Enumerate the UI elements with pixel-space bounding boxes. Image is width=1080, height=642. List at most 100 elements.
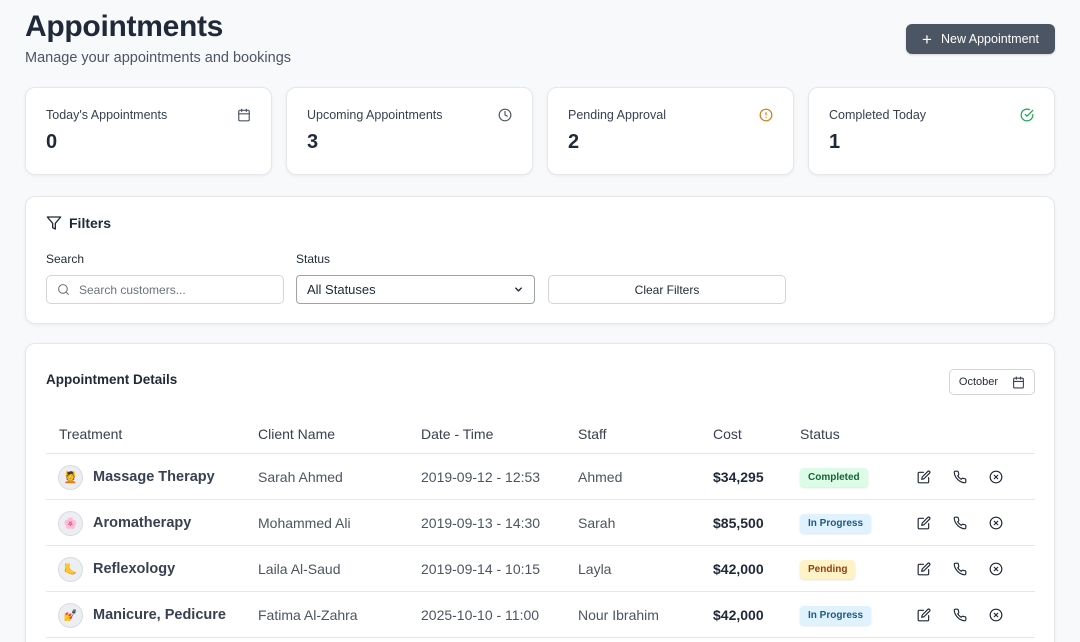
cost: $85,500 <box>713 515 764 531</box>
stat-label: Upcoming Appointments <box>307 108 443 122</box>
clock-icon <box>498 108 512 122</box>
month-label: October <box>958 376 999 388</box>
new-appointment-button[interactable]: + New Appointment <box>906 24 1055 54</box>
edit-icon[interactable] <box>917 516 931 530</box>
staff-name: Ahmed <box>578 469 623 485</box>
row-actions <box>917 500 1003 546</box>
staff-name: Layla <box>578 561 612 577</box>
stat-label: Today's Appointments <box>46 108 168 122</box>
chevron-down-icon <box>515 287 522 292</box>
treatment-avatar: 🌸 <box>58 510 83 536</box>
table-row[interactable]: 🦶 Reflexology Laila Al-Saud 2019-09-14 -… <box>46 546 1035 592</box>
treatment-name: Massage Therapy <box>93 469 215 485</box>
clear-filters-button[interactable]: Clear Filters <box>548 275 786 304</box>
month-picker-button[interactable]: October <box>949 369 1035 395</box>
status-badge: In Progress <box>800 513 872 533</box>
column-header-datetime: Date - Time <box>421 426 494 442</box>
table-row[interactable]: 💅 Manicure, Pedicure Fatima Al-Zahra 202… <box>46 592 1035 638</box>
phone-icon[interactable] <box>953 516 967 530</box>
status-cell: In Progress <box>800 592 872 638</box>
table-row[interactable]: 🌸 Aromatherapy Mohammed Ali 2019-09-13 -… <box>46 500 1035 546</box>
search-input[interactable] <box>79 282 259 297</box>
cost: $42,000 <box>713 561 764 577</box>
column-header-client: Client Name <box>258 426 336 442</box>
calendar-icon <box>1013 376 1024 388</box>
date-time: 2025-10-10 - 11:00 <box>421 607 540 623</box>
search-icon <box>58 284 69 295</box>
stat-label: Completed Today <box>829 108 927 122</box>
status-select-value: All Statuses <box>307 282 376 297</box>
cancel-circle-icon[interactable] <box>989 470 1003 484</box>
cancel-circle-icon[interactable] <box>989 608 1003 622</box>
treatment-avatar: 🦶 <box>58 556 83 582</box>
page-header: Appointments Manage your appointments an… <box>25 10 1055 70</box>
stat-card-today: Today's Appointments 0 <box>25 87 272 175</box>
table-row[interactable]: 💆 Massage Therapy Sarah Ahmed 2019-09-12… <box>46 454 1035 500</box>
cancel-circle-icon[interactable] <box>989 516 1003 530</box>
row-actions <box>917 592 1003 638</box>
stat-value: 0 <box>46 131 58 153</box>
filters-heading: Filters <box>46 215 111 231</box>
edit-icon[interactable] <box>917 562 931 576</box>
stat-value: 1 <box>829 131 841 153</box>
status-select[interactable]: All Statuses <box>296 275 535 304</box>
cost: $42,000 <box>713 607 764 623</box>
details-title: Appointment Details <box>46 372 178 387</box>
treatment-cell: 🌸 Aromatherapy <box>58 500 191 546</box>
row-actions <box>917 454 1003 500</box>
filters-title: Filters <box>69 215 112 231</box>
stat-value: 2 <box>568 131 580 153</box>
treatment-cell: 💆 Massage Therapy <box>58 454 215 500</box>
table-header-divider <box>46 453 1035 454</box>
treatment-avatar: 💆 <box>58 464 83 490</box>
stat-card-pending: Pending Approval 2 <box>547 87 794 175</box>
stat-card-completed: Completed Today 1 <box>808 87 1055 175</box>
treatment-name: Aromatherapy <box>93 515 192 531</box>
date-time: 2019-09-13 - 14:30 <box>421 515 541 531</box>
staff-name: Sarah <box>578 515 616 531</box>
plus-icon: + <box>922 29 932 49</box>
status-cell: Pending <box>800 546 856 592</box>
status-badge: In Progress <box>800 605 872 625</box>
page-subtitle: Manage your appointments and bookings <box>25 50 292 66</box>
stat-value: 3 <box>307 131 319 153</box>
edit-icon[interactable] <box>917 470 931 484</box>
treatment-cell: 💅 Manicure, Pedicure <box>58 592 226 638</box>
cost: $34,295 <box>713 469 764 485</box>
new-appointment-label: New Appointment <box>940 32 1039 46</box>
appointment-details-panel: Appointment Details October Treatment Cl… <box>25 343 1055 642</box>
page-title: Appointments <box>25 10 224 43</box>
phone-icon[interactable] <box>953 608 967 622</box>
phone-icon[interactable] <box>953 562 967 576</box>
edit-icon[interactable] <box>917 608 931 622</box>
treatment-cell: 🦶 Reflexology <box>58 546 175 592</box>
date-time: 2019-09-12 - 12:53 <box>421 469 541 485</box>
date-time: 2019-09-14 - 10:15 <box>421 561 541 577</box>
calendar-icon <box>238 108 250 122</box>
stat-card-upcoming: Upcoming Appointments 3 <box>286 87 533 175</box>
phone-icon[interactable] <box>953 470 967 484</box>
treatment-avatar: 💅 <box>58 602 83 628</box>
treatment-name: Reflexology <box>93 561 176 577</box>
column-header-treatment: Treatment <box>59 426 123 442</box>
row-actions <box>917 546 1003 592</box>
client-name: Sarah Ahmed <box>258 469 343 485</box>
column-header-cost: Cost <box>713 426 742 442</box>
status-cell: Completed <box>800 454 868 500</box>
staff-name: Nour Ibrahim <box>578 607 659 623</box>
cancel-circle-icon[interactable] <box>989 562 1003 576</box>
search-label: Search <box>46 252 85 266</box>
check-circle-icon <box>1020 108 1034 122</box>
status-badge: Pending <box>800 559 856 579</box>
status-cell: In Progress <box>800 500 872 546</box>
stat-label: Pending Approval <box>568 108 666 122</box>
alert-circle-icon <box>759 108 773 122</box>
column-header-staff: Staff <box>578 426 607 442</box>
column-header-status: Status <box>800 426 840 442</box>
client-name: Laila Al-Saud <box>258 561 341 577</box>
status-label: Status <box>296 252 331 266</box>
status-badge: Completed <box>800 467 868 487</box>
search-field[interactable] <box>46 275 284 304</box>
client-name: Mohammed Ali <box>258 515 351 531</box>
treatment-name: Manicure, Pedicure <box>93 607 226 623</box>
